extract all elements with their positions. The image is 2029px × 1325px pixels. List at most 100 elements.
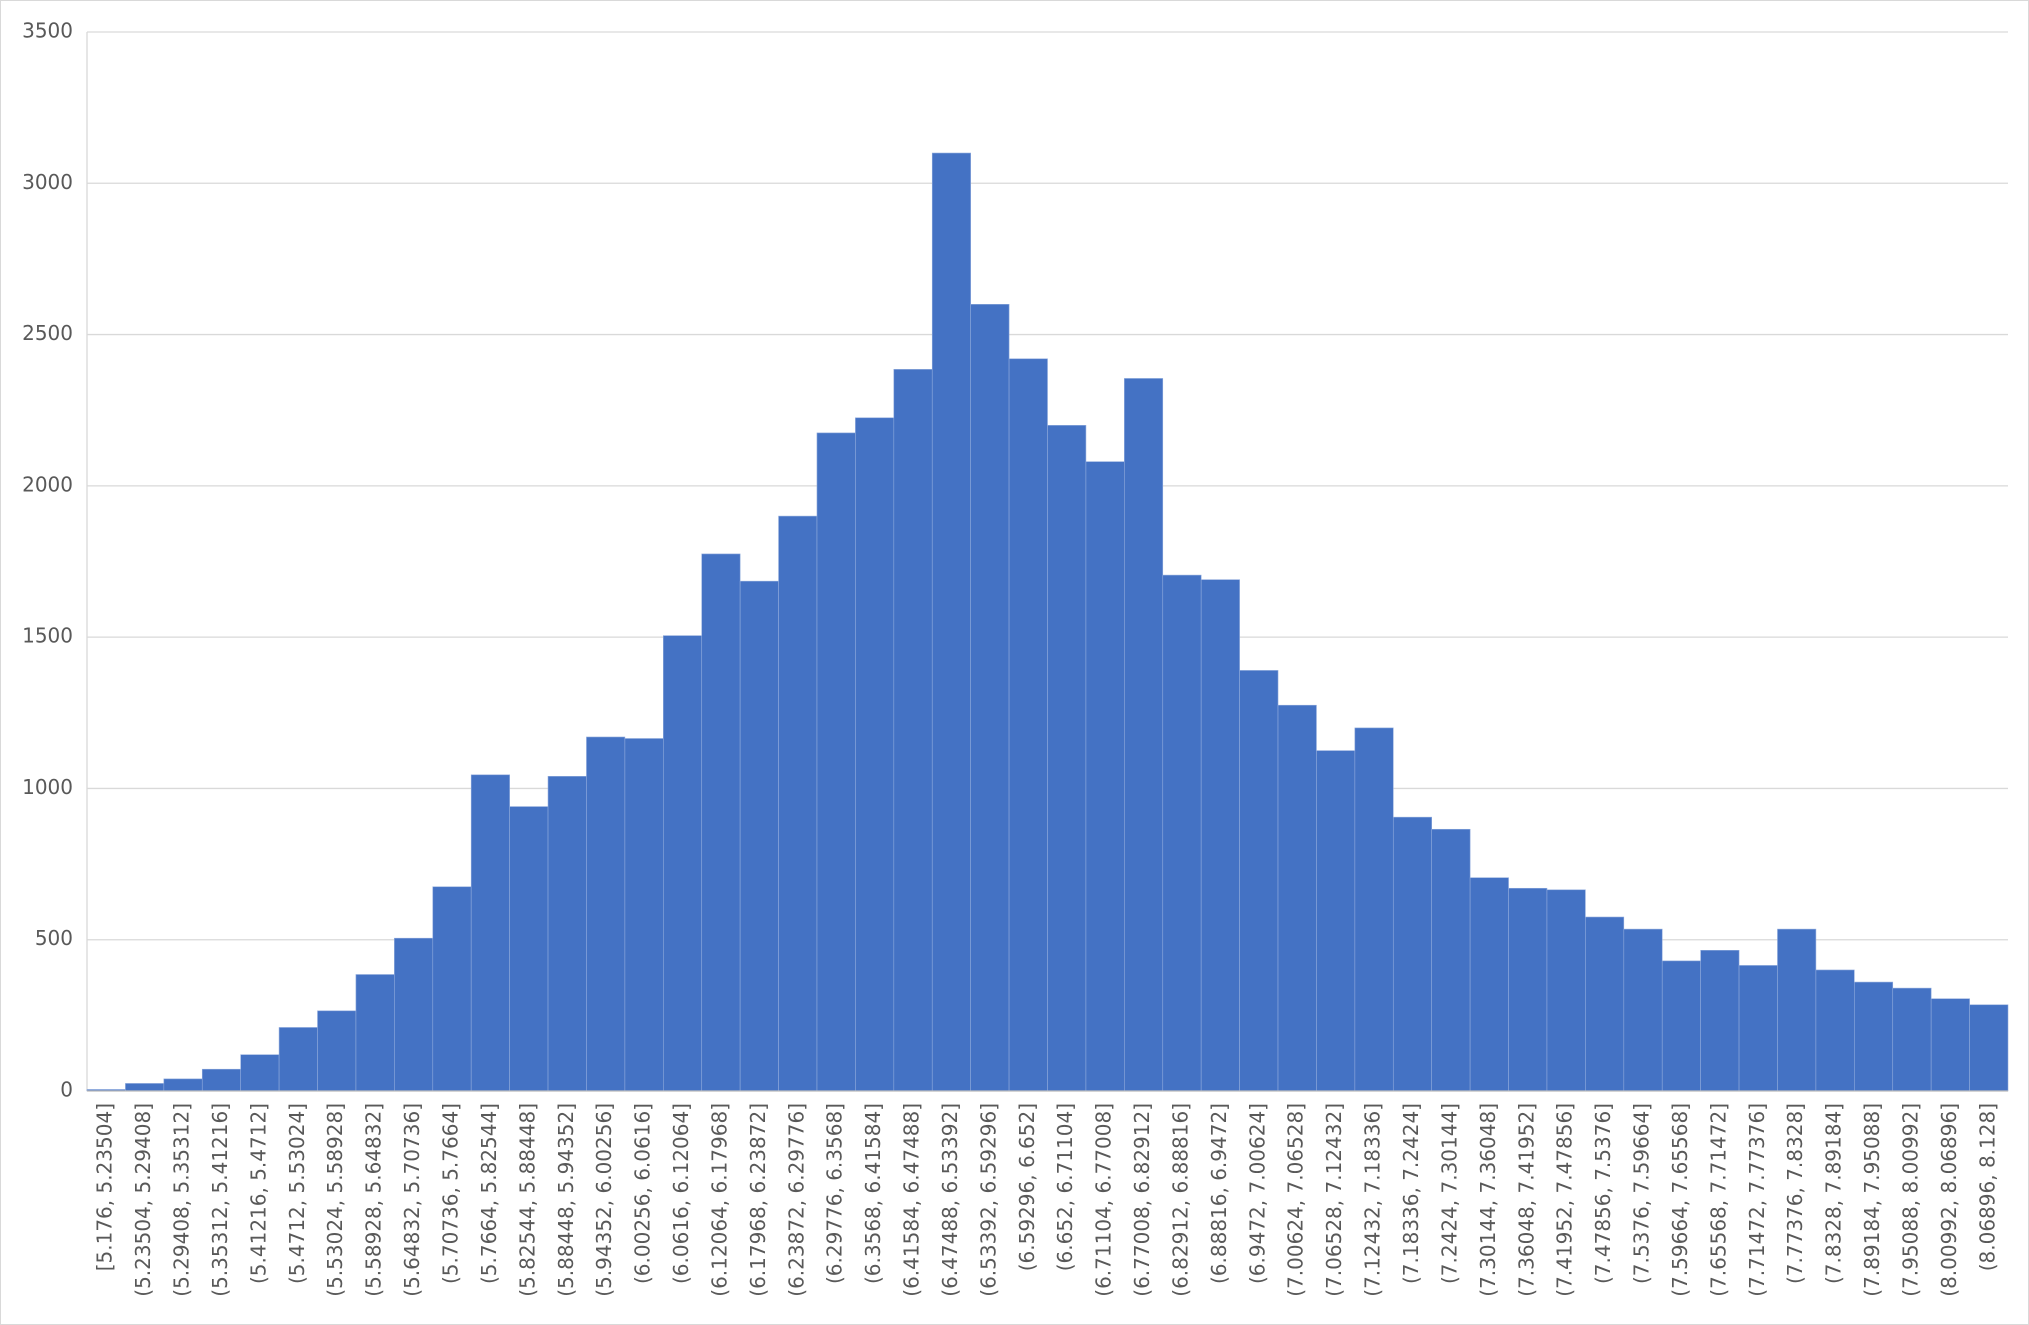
x-tick-label: (7.2424, 7.30144] — [1437, 1103, 1461, 1284]
x-tick-label: (6.23872, 6.29776] — [784, 1103, 808, 1297]
x-tick-label: (6.3568, 6.41584] — [861, 1103, 885, 1284]
bar — [586, 736, 626, 1092]
x-tick-label: (6.53392, 6.59296] — [976, 1103, 1000, 1297]
bar — [1508, 887, 1548, 1092]
bar — [278, 1027, 318, 1092]
bar — [624, 738, 664, 1092]
x-tick-label: (7.95088, 8.00992] — [1898, 1103, 1922, 1297]
bar — [1892, 987, 1932, 1092]
x-tick-label: (6.0616, 6.12064] — [669, 1103, 693, 1284]
x-tick-label: (5.58928, 5.64832] — [362, 1103, 386, 1297]
bar — [1546, 889, 1586, 1092]
bar — [355, 974, 395, 1092]
bar — [470, 774, 510, 1092]
x-tick-label: (5.53024, 5.58928] — [323, 1103, 347, 1297]
bar — [509, 806, 549, 1092]
bar — [1008, 358, 1048, 1092]
x-tick-label: (5.4712, 5.53024] — [285, 1103, 309, 1284]
x-tick-label: (6.29776, 6.3568] — [823, 1103, 847, 1284]
x-tick-label: (7.06528, 7.12432] — [1322, 1103, 1346, 1297]
bar — [1239, 670, 1279, 1092]
x-tick-label: (6.59296, 6.652] — [1015, 1103, 1039, 1271]
x-tick-label: (7.36048, 7.41952] — [1514, 1103, 1538, 1297]
y-tick-label: 1500 — [22, 624, 73, 648]
x-tick-label: (7.59664, 7.65568] — [1668, 1103, 1692, 1297]
x-tick-label: (7.00624, 7.06528] — [1284, 1103, 1308, 1297]
x-tick-label: (6.47488, 6.53392] — [938, 1103, 962, 1297]
bar — [1469, 877, 1509, 1092]
x-tick-label: (7.18336, 7.2424] — [1399, 1103, 1423, 1284]
x-tick-label: (7.12432, 7.18336] — [1361, 1103, 1385, 1297]
x-tick-label: (5.7664, 5.82544] — [477, 1103, 501, 1284]
bar — [816, 432, 856, 1092]
bar — [1200, 579, 1240, 1092]
x-tick-label: (5.35312, 5.41216] — [208, 1103, 232, 1297]
x-tick-label: (6.71104, 6.77008] — [1092, 1103, 1116, 1297]
bar — [1047, 425, 1087, 1092]
bar — [1162, 574, 1202, 1092]
x-tick-label: (5.94352, 6.00256] — [592, 1103, 616, 1297]
bar — [893, 369, 933, 1092]
bar — [1623, 928, 1663, 1092]
x-tick-label: (6.41584, 6.47488] — [900, 1103, 924, 1297]
x-tick-label: (7.65568, 7.71472] — [1706, 1103, 1730, 1297]
x-tick-label: (7.8328, 7.89184] — [1822, 1103, 1846, 1284]
bar — [1124, 378, 1164, 1092]
y-tick-label: 2500 — [22, 321, 73, 345]
bar — [701, 553, 741, 1092]
y-tick-label: 3500 — [22, 19, 73, 43]
x-tick-label: (7.5376, 7.59664] — [1630, 1103, 1654, 1284]
x-tick-label: (7.41952, 7.47856] — [1553, 1103, 1577, 1297]
x-tick-label: (8.06896, 8.128] — [1975, 1103, 1999, 1271]
x-tick-label: (7.89184, 7.95088] — [1860, 1103, 1884, 1297]
bar — [317, 1010, 357, 1092]
bar — [662, 635, 703, 1092]
bar — [778, 515, 818, 1092]
x-tick-label: (6.9472, 7.00624] — [1245, 1103, 1269, 1284]
bar — [240, 1054, 280, 1092]
bar — [125, 1083, 165, 1092]
bar — [1930, 998, 1970, 1092]
x-tick-label: (5.23504, 5.29408] — [131, 1103, 155, 1297]
x-tick-label: (7.47856, 7.5376] — [1591, 1103, 1615, 1284]
x-tick-label: (5.64832, 5.70736] — [400, 1103, 424, 1297]
bar — [1085, 461, 1125, 1092]
bar — [931, 152, 971, 1092]
bar — [1777, 928, 1817, 1092]
x-tick-label: (6.652, 6.71104] — [1053, 1103, 1077, 1271]
y-tick-label: 0 — [60, 1078, 73, 1102]
x-tick-label: (5.70736, 5.7664] — [438, 1103, 462, 1284]
x-tick-label: (7.77376, 7.8328] — [1783, 1103, 1807, 1284]
y-tick-label: 500 — [35, 926, 73, 950]
bar — [163, 1078, 203, 1092]
bar — [201, 1068, 241, 1092]
x-tick-label: (5.29408, 5.35312] — [170, 1103, 194, 1297]
y-tick-label: 1000 — [22, 775, 73, 799]
bar — [1661, 960, 1701, 1092]
bar — [739, 580, 779, 1092]
x-tick-label: (6.17968, 6.23872] — [746, 1103, 770, 1297]
bar — [1700, 950, 1740, 1092]
bar — [970, 304, 1010, 1092]
x-tick-label: (6.88816, 6.9472] — [1207, 1103, 1231, 1284]
y-tick-label: 3000 — [22, 170, 73, 194]
bar — [1854, 981, 1894, 1092]
bar — [1354, 727, 1394, 1092]
bar — [1277, 704, 1317, 1092]
x-tick-label: (5.41216, 5.4712] — [246, 1103, 270, 1284]
x-tick-label: (6.12064, 6.17968] — [707, 1103, 731, 1297]
y-tick-label: 2000 — [22, 472, 73, 496]
bar — [1815, 969, 1855, 1092]
bar — [1316, 750, 1356, 1092]
x-tick-label: (5.82544, 5.88448] — [515, 1103, 539, 1297]
x-tick-label: [5.176, 5.23504] — [93, 1103, 117, 1271]
bar — [394, 937, 434, 1092]
bar — [1392, 816, 1433, 1092]
x-tick-label: (6.82912, 6.88816] — [1168, 1103, 1192, 1297]
bar — [547, 776, 587, 1092]
bar — [432, 886, 472, 1092]
x-tick-label: (6.00256, 6.0616] — [631, 1103, 655, 1284]
x-tick-label: (8.00992, 8.06896] — [1937, 1103, 1961, 1297]
bar — [1431, 828, 1471, 1092]
